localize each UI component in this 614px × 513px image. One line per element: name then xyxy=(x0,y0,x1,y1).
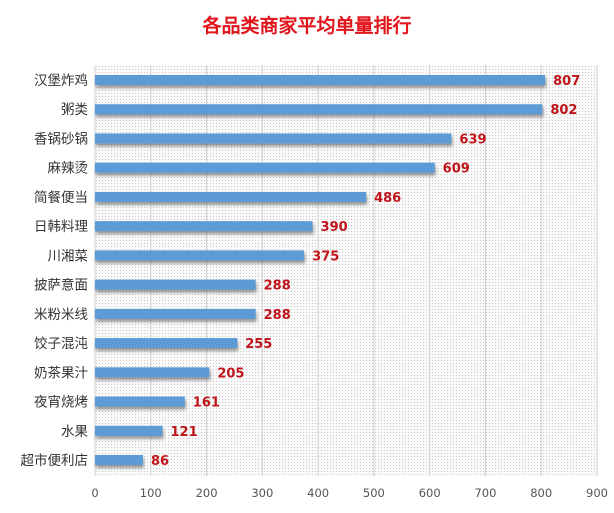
category-label: 披萨意面 xyxy=(34,277,88,294)
x-tick-label: 800 xyxy=(530,486,552,500)
value-label: 486 xyxy=(374,191,401,206)
bar xyxy=(95,425,163,436)
bar xyxy=(95,455,143,465)
category-label: 日韩料理 xyxy=(34,219,88,235)
bar xyxy=(95,221,313,232)
category-label: 超市便利店 xyxy=(21,452,89,469)
value-label: 86 xyxy=(151,454,169,469)
value-label: 121 xyxy=(170,425,197,440)
bar xyxy=(95,308,256,319)
category-label: 饺子混沌 xyxy=(34,336,88,352)
x-tick-label: 900 xyxy=(586,486,608,500)
x-tick-label: 200 xyxy=(196,486,218,500)
bar xyxy=(95,250,305,261)
value-label: 639 xyxy=(459,132,486,147)
x-tick-label: 500 xyxy=(363,486,385,500)
bar xyxy=(95,133,452,144)
value-label: 609 xyxy=(443,162,470,177)
chart-title: 各品类商家平均单量排行 xyxy=(201,14,411,37)
bar xyxy=(95,279,256,290)
bar xyxy=(95,75,546,85)
bar xyxy=(95,338,238,349)
value-label: 375 xyxy=(312,249,339,264)
plot-area xyxy=(95,65,597,476)
value-label: 390 xyxy=(321,220,348,235)
bar xyxy=(95,367,210,378)
bar xyxy=(95,104,543,115)
x-tick-label: 600 xyxy=(419,486,441,500)
value-label: 161 xyxy=(193,396,220,411)
x-tick-label: 400 xyxy=(307,486,329,500)
bar xyxy=(95,396,185,407)
category-label: 简餐便当 xyxy=(34,189,88,206)
x-tick-label: 100 xyxy=(140,486,162,500)
x-tick-label: 0 xyxy=(91,486,98,500)
value-label: 205 xyxy=(217,366,244,381)
category-label: 奶茶果汁 xyxy=(34,365,88,381)
bar xyxy=(95,162,435,173)
bar xyxy=(95,191,367,202)
x-tick-label: 700 xyxy=(474,486,496,500)
value-label: 288 xyxy=(264,308,291,323)
category-label: 粥类 xyxy=(61,101,88,118)
category-label: 麻辣烫 xyxy=(48,161,89,177)
category-label: 夜宵烧烤 xyxy=(34,394,88,411)
category-label: 米粉米线 xyxy=(34,307,88,323)
value-label: 802 xyxy=(550,103,577,118)
category-label: 川湘菜 xyxy=(48,248,89,264)
category-label: 香锅砂锅 xyxy=(34,131,88,147)
x-tick-label: 300 xyxy=(251,486,273,500)
value-label: 255 xyxy=(245,337,272,352)
category-label: 水果 xyxy=(61,424,88,440)
category-label: 汉堡炸鸡 xyxy=(34,72,88,89)
value-label: 807 xyxy=(553,74,580,89)
value-label: 288 xyxy=(264,279,291,294)
